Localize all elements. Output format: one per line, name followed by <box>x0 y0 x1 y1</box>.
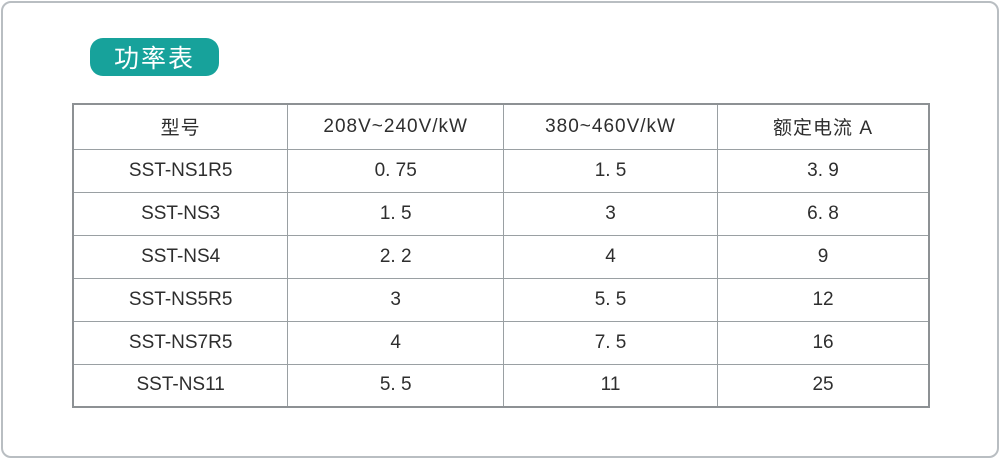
column-header: 额定电流 A <box>717 103 930 150</box>
value-cell: 12 <box>717 277 930 322</box>
power-table: 型号 208V~240V/kW 380~460V/kW 额定电流 A SST-NS1R… <box>72 103 930 408</box>
power-table-title-badge: 功率表 <box>90 38 220 76</box>
value-cell: 7. 5 <box>503 320 719 365</box>
value-cell: 6. 8 <box>717 191 930 236</box>
column-header: 380~460V/kW <box>503 103 719 150</box>
value-cell: 1. 5 <box>503 148 719 193</box>
model-cell: SST-NS11 <box>72 363 289 408</box>
model-cell: SST-NS3 <box>72 191 289 236</box>
power-table-title-label: 功率表 <box>114 45 196 73</box>
power-table-header: 型号 208V~240V/kW 380~460V/kW 额定电流 A <box>72 103 930 150</box>
header-row: 型号 208V~240V/kW 380~460V/kW 额定电流 A <box>72 103 930 150</box>
table-row: SST-NS7R5 4 7. 5 16 <box>72 320 930 365</box>
table-row: SST-NS11 5. 5 11 25 <box>72 363 930 408</box>
value-cell: 3 <box>503 191 719 236</box>
value-cell: 3 <box>287 277 505 322</box>
model-cell: SST-NS7R5 <box>72 320 289 365</box>
value-cell: 25 <box>717 363 930 408</box>
model-cell: SST-NS1R5 <box>72 148 289 193</box>
value-cell: 0. 75 <box>287 148 505 193</box>
power-table-body: SST-NS1R5 0. 75 1. 5 3. 9 SST-NS3 1. 5 3 6. 8 SS… <box>72 148 930 408</box>
model-cell: SST-NS4 <box>72 234 289 279</box>
table-row: SST-NS3 1. 5 3 6. 8 <box>72 191 930 236</box>
value-cell: 3. 9 <box>717 148 930 193</box>
table-row: SST-NS5R5 3 5. 5 12 <box>72 277 930 322</box>
value-cell: 16 <box>717 320 930 365</box>
column-header: 208V~240V/kW <box>287 103 505 150</box>
value-cell: 2. 2 <box>287 234 505 279</box>
value-cell: 11 <box>503 363 719 408</box>
model-cell: SST-NS5R5 <box>72 277 289 322</box>
value-cell: 1. 5 <box>287 191 505 236</box>
value-cell: 9 <box>717 234 930 279</box>
value-cell: 4 <box>287 320 505 365</box>
value-cell: 5. 5 <box>503 277 719 322</box>
value-cell: 4 <box>503 234 719 279</box>
table-row: SST-NS1R5 0. 75 1. 5 3. 9 <box>72 148 930 193</box>
column-header: 型号 <box>72 103 289 150</box>
value-cell: 5. 5 <box>287 363 505 408</box>
